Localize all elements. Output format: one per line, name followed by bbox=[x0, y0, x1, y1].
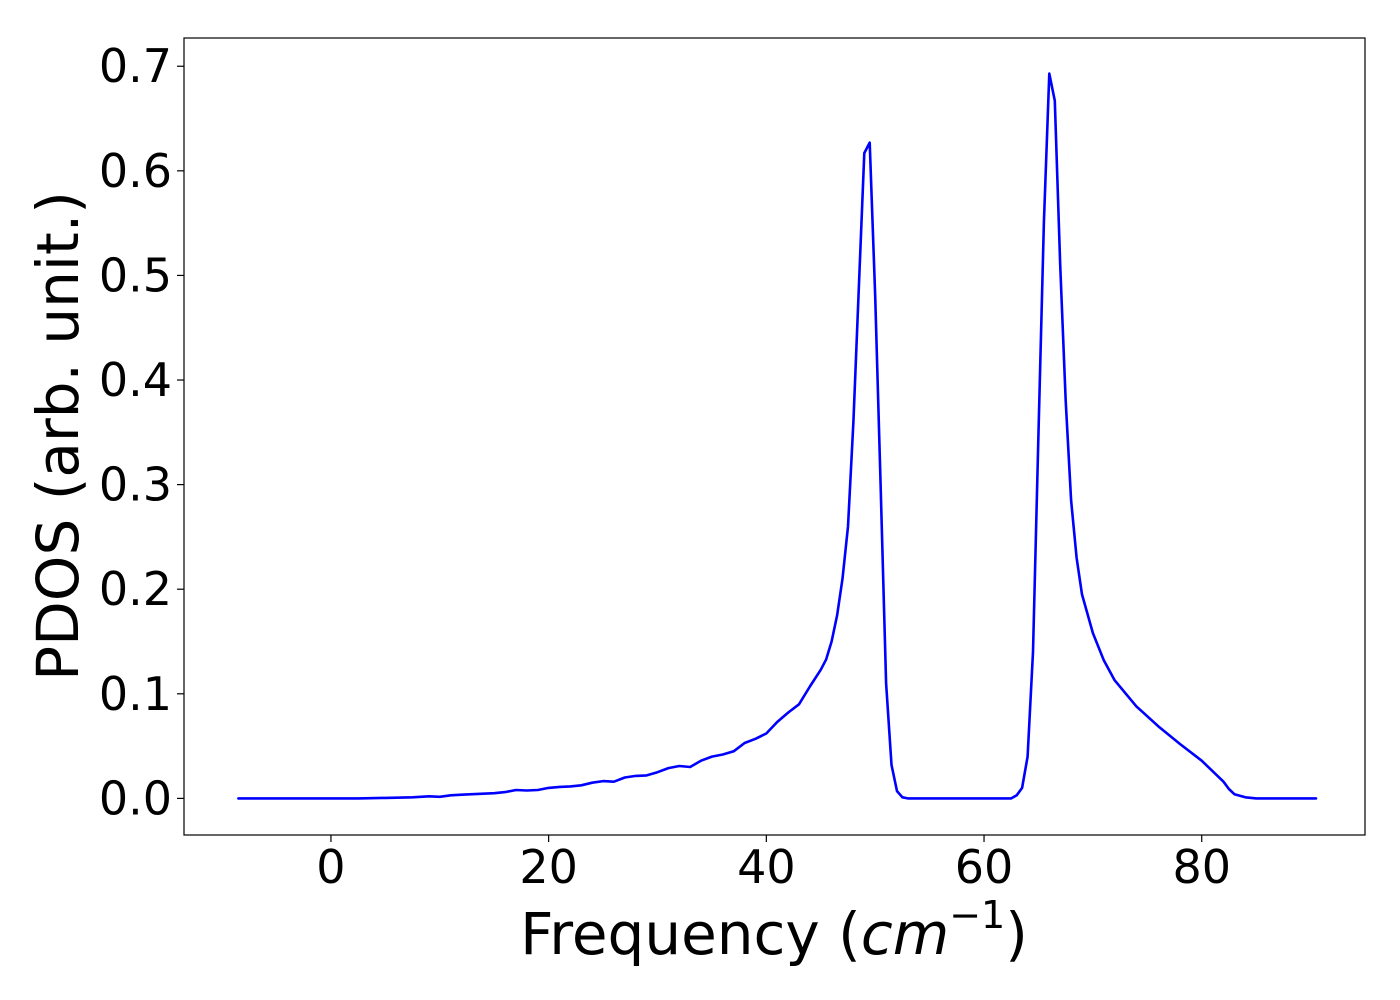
x-axis-title: Frequency (cm−1) bbox=[520, 893, 1028, 968]
x-axis-title-sup: −1 bbox=[949, 893, 1005, 937]
y-tick-label: 0.6 bbox=[99, 144, 172, 198]
y-axis: 0.0 0.1 0.2 0.3 0.4 0.5 0.6 0.7 bbox=[99, 39, 184, 825]
x-tick-label: 40 bbox=[737, 840, 796, 894]
x-tick-label: 20 bbox=[519, 840, 578, 894]
y-axis-title: PDOS (arb. unit.) bbox=[24, 191, 92, 681]
y-tick-label: 0.2 bbox=[99, 562, 172, 616]
plot-area bbox=[183, 37, 1366, 836]
x-axis-title-close: ) bbox=[1005, 900, 1028, 968]
x-axis: 0 20 40 60 80 bbox=[316, 835, 1231, 894]
y-tick-label: 0.0 bbox=[99, 771, 172, 825]
x-tick-label: 60 bbox=[955, 840, 1014, 894]
y-tick-label: 0.4 bbox=[99, 353, 172, 407]
y-tick-label: 0.3 bbox=[99, 458, 172, 512]
y-tick-label: 0.1 bbox=[99, 667, 172, 721]
y-tick-label: 0.7 bbox=[99, 39, 172, 93]
x-axis-title-math: cm bbox=[861, 900, 949, 968]
x-tick-label: 80 bbox=[1172, 840, 1231, 894]
x-tick-label: 0 bbox=[316, 840, 345, 894]
x-axis-title-main: Frequency ( bbox=[520, 900, 861, 968]
pdos-series-line bbox=[237, 72, 1318, 800]
y-tick-label: 0.5 bbox=[99, 248, 172, 302]
